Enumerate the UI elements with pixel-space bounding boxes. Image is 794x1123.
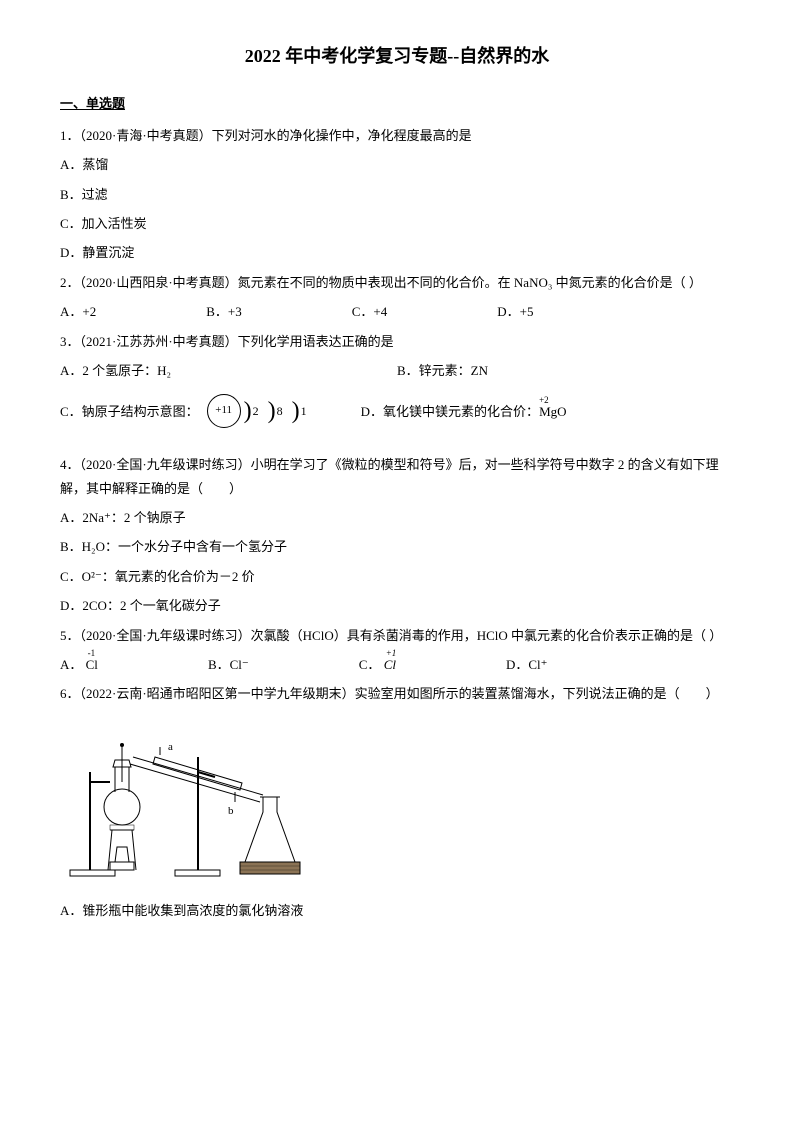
q2-option-d: D．+5 [497,300,533,323]
q1-option-d: D．静置沉淀 [60,241,734,264]
atom-diagram: +11 ) 2 ) 8 ) 1 [207,394,313,428]
q1-option-c: C．加入活性炭 [60,212,734,235]
q3-d-prefix: D．氧化镁中镁元素的化合价： [361,400,539,423]
q1-options: A．蒸馏 B．过滤 C．加入活性炭 D．静置沉淀 [60,153,734,265]
q6-stem: 6．（2022·云南·昭通市昭阳区第一中学九年级期末）实验室用如图所示的装置蒸馏… [60,682,734,705]
q3-options-cd: C．钠原子结构示意图： +11 ) 2 ) 8 ) 1 D．氧化镁中镁元素的化合… [60,394,734,428]
section-header: 一、单选题 [60,92,734,115]
q4-option-b: B．H₂O：一个水分子中含有一个氢分子 [60,535,734,558]
q2-option-c: C．+4 [352,300,388,323]
q3-d-charge: +2 [539,392,549,408]
q2-options: A．+2 B．+3 C．+4 D．+5 [60,300,734,323]
q5-option-c: C． +1 Cl [359,653,396,676]
q5-stem: 5．（2020·全国·九年级课时练习）次氯酸（HClO）具有杀菌消毒的作用，HC… [60,624,734,647]
q3-option-b: B．锌元素：ZN [397,359,734,382]
label-a: a [168,741,173,753]
q5-options: A． -1 Cl B．Cl⁻ C． +1 Cl D．Cl⁺ [60,653,734,676]
q1-option-b: B．过滤 [60,183,734,206]
q1-option-a: A．蒸馏 [60,153,734,176]
q5-option-b: B．Cl⁻ [208,653,249,676]
atom-shell2: 8 [277,401,283,423]
q4-options: A．2Na⁺：2 个钠原子 B．H₂O：一个水分子中含有一个氢分子 C．O²⁻：… [60,506,734,618]
q5-a-formula: -1 Cl [86,653,98,676]
q3-stem: 3．（2021·江苏苏州·中考真题）下列化学用语表达正确的是 [60,330,734,353]
q3-option-a: A．2 个氢原子：H₂ [60,359,397,382]
q2-stem: 2．（2020·山西阳泉·中考真题）氮元素在不同的物质中表现出不同的化合价。在 … [60,271,734,294]
q4-option-a: A．2Na⁺：2 个钠原子 [60,506,734,529]
q5-option-d: D．Cl⁺ [506,653,548,676]
q4-option-c: C．O²⁻：氧元素的化合价为－2 价 [60,565,734,588]
q6-option-a: A．锥形瓶中能收集到高浓度的氯化钠溶液 [60,899,734,922]
atom-shell3: 1 [301,401,307,423]
atom-nucleus: +11 [207,394,241,428]
q5-c-formula: +1 Cl [384,653,396,676]
q5-c-prefix: C． [359,657,381,672]
label-b: b [228,805,234,817]
atom-shell1: 2 [253,401,259,423]
q3-d-formula: +2 MgO [539,400,566,423]
q2-option-a: A．+2 [60,300,96,323]
q5-option-a: A． -1 Cl [60,653,98,676]
q3-option-d: D．氧化镁中镁元素的化合价： +2 MgO [361,400,567,423]
distillation-apparatus-diagram: a b [60,722,360,882]
q3-options-ab: A．2 个氢原子：H₂ B．锌元素：ZN [60,359,734,388]
q4-stem: 4．（2020·全国·九年级课时练习）小明在学习了《微粒的模型和符号》后，对一些… [60,453,734,500]
q5-c-charge: +1 [386,645,397,661]
q3-c-text: C．钠原子结构示意图： [60,400,199,423]
q5-a-charge: -1 [88,645,96,661]
q6-options: A．锥形瓶中能收集到高浓度的氯化钠溶液 [60,899,734,922]
q4-option-d: D．2CO：2 个一氧化碳分子 [60,594,734,617]
page-title: 2022 年中考化学复习专题--自然界的水 [60,40,734,72]
q3-option-c: C．钠原子结构示意图： +11 ) 2 ) 8 ) 1 [60,394,321,428]
q1-stem: 1．（2020·青海·中考真题）下列对河水的净化操作中，净化程度最高的是 [60,124,734,147]
q2-option-b: B．+3 [206,300,242,323]
q5-a-prefix: A． [60,657,82,672]
